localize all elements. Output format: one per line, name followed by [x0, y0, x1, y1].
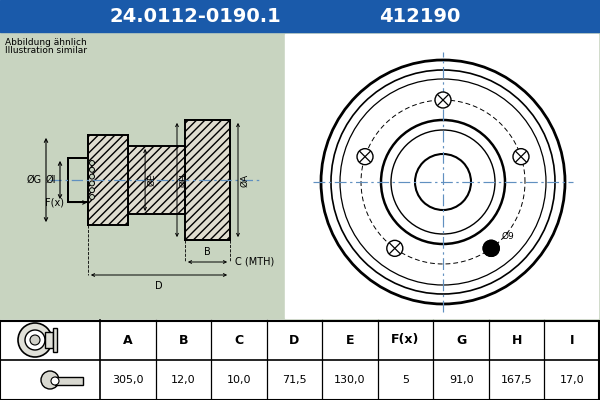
Text: F(x): F(x) [391, 334, 420, 346]
Circle shape [387, 240, 403, 256]
Text: 71,5: 71,5 [282, 375, 307, 385]
Text: I: I [570, 334, 574, 346]
Text: Illustration similar: Illustration similar [5, 46, 87, 55]
Circle shape [89, 167, 95, 172]
Bar [88, 135, 128, 225]
Text: 5: 5 [402, 375, 409, 385]
Circle shape [51, 377, 59, 385]
Circle shape [89, 174, 95, 179]
Bar [0, 0, 600, 32]
Circle shape [89, 188, 95, 193]
Bar [68, 158, 88, 202]
Bar [285, 34, 598, 318]
Text: ØA: ØA [240, 174, 249, 186]
Bar [185, 120, 230, 240]
Bar [0, 320, 600, 400]
Bar [128, 146, 185, 214]
Circle shape [381, 120, 505, 244]
Text: F(x): F(x) [45, 198, 64, 208]
Circle shape [513, 149, 529, 165]
Circle shape [391, 130, 495, 234]
Text: 412190: 412190 [379, 6, 461, 26]
Circle shape [89, 181, 95, 186]
Bar [0, 320, 100, 400]
Text: ØH: ØH [179, 173, 188, 187]
Bar [185, 120, 230, 240]
Text: Ø9: Ø9 [501, 231, 514, 240]
Circle shape [321, 60, 565, 304]
Text: A: A [123, 334, 133, 346]
Text: 24.0112-0190.1: 24.0112-0190.1 [109, 6, 281, 26]
Circle shape [89, 194, 95, 200]
Text: ØG: ØG [27, 175, 42, 185]
Circle shape [25, 330, 45, 350]
Bar [128, 146, 185, 214]
Bar [53, 328, 57, 352]
Circle shape [483, 240, 499, 256]
Text: 130,0: 130,0 [334, 375, 366, 385]
Circle shape [41, 371, 59, 389]
Text: 17,0: 17,0 [560, 375, 584, 385]
Bar [0, 321, 599, 400]
Circle shape [483, 240, 499, 256]
Text: 12,0: 12,0 [171, 375, 196, 385]
Circle shape [415, 154, 471, 210]
Text: D: D [289, 334, 299, 346]
Text: ØE: ØE [147, 174, 156, 186]
Circle shape [18, 323, 52, 357]
Text: 167,5: 167,5 [501, 375, 532, 385]
Text: C (MTH): C (MTH) [235, 257, 274, 267]
Text: Abbildung ähnlich: Abbildung ähnlich [5, 38, 87, 47]
Bar [88, 135, 128, 225]
Circle shape [435, 92, 451, 108]
Text: G: G [456, 334, 466, 346]
Circle shape [340, 79, 546, 285]
Text: Até: Até [388, 98, 497, 156]
Circle shape [89, 160, 95, 166]
Text: 305,0: 305,0 [112, 375, 143, 385]
Circle shape [319, 58, 567, 306]
Text: B: B [204, 247, 211, 257]
Text: D: D [155, 281, 163, 291]
Circle shape [357, 149, 373, 165]
Bar [0, 32, 600, 320]
Text: B: B [179, 334, 188, 346]
Text: C: C [235, 334, 244, 346]
Text: 10,0: 10,0 [227, 375, 251, 385]
Text: 91,0: 91,0 [449, 375, 473, 385]
Bar [55, 377, 83, 385]
Circle shape [30, 335, 40, 345]
Bar [45, 332, 53, 348]
Text: H: H [511, 334, 522, 346]
Text: ØI: ØI [46, 175, 56, 185]
Text: E: E [346, 334, 354, 346]
Circle shape [331, 70, 555, 294]
